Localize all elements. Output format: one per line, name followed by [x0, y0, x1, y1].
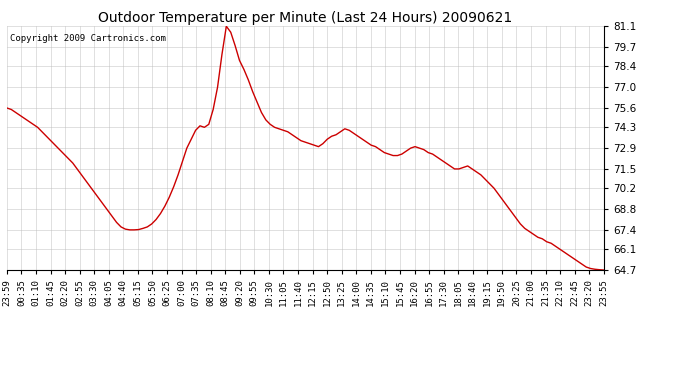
Text: Copyright 2009 Cartronics.com: Copyright 2009 Cartronics.com: [10, 34, 166, 43]
Title: Outdoor Temperature per Minute (Last 24 Hours) 20090621: Outdoor Temperature per Minute (Last 24 …: [98, 11, 513, 25]
